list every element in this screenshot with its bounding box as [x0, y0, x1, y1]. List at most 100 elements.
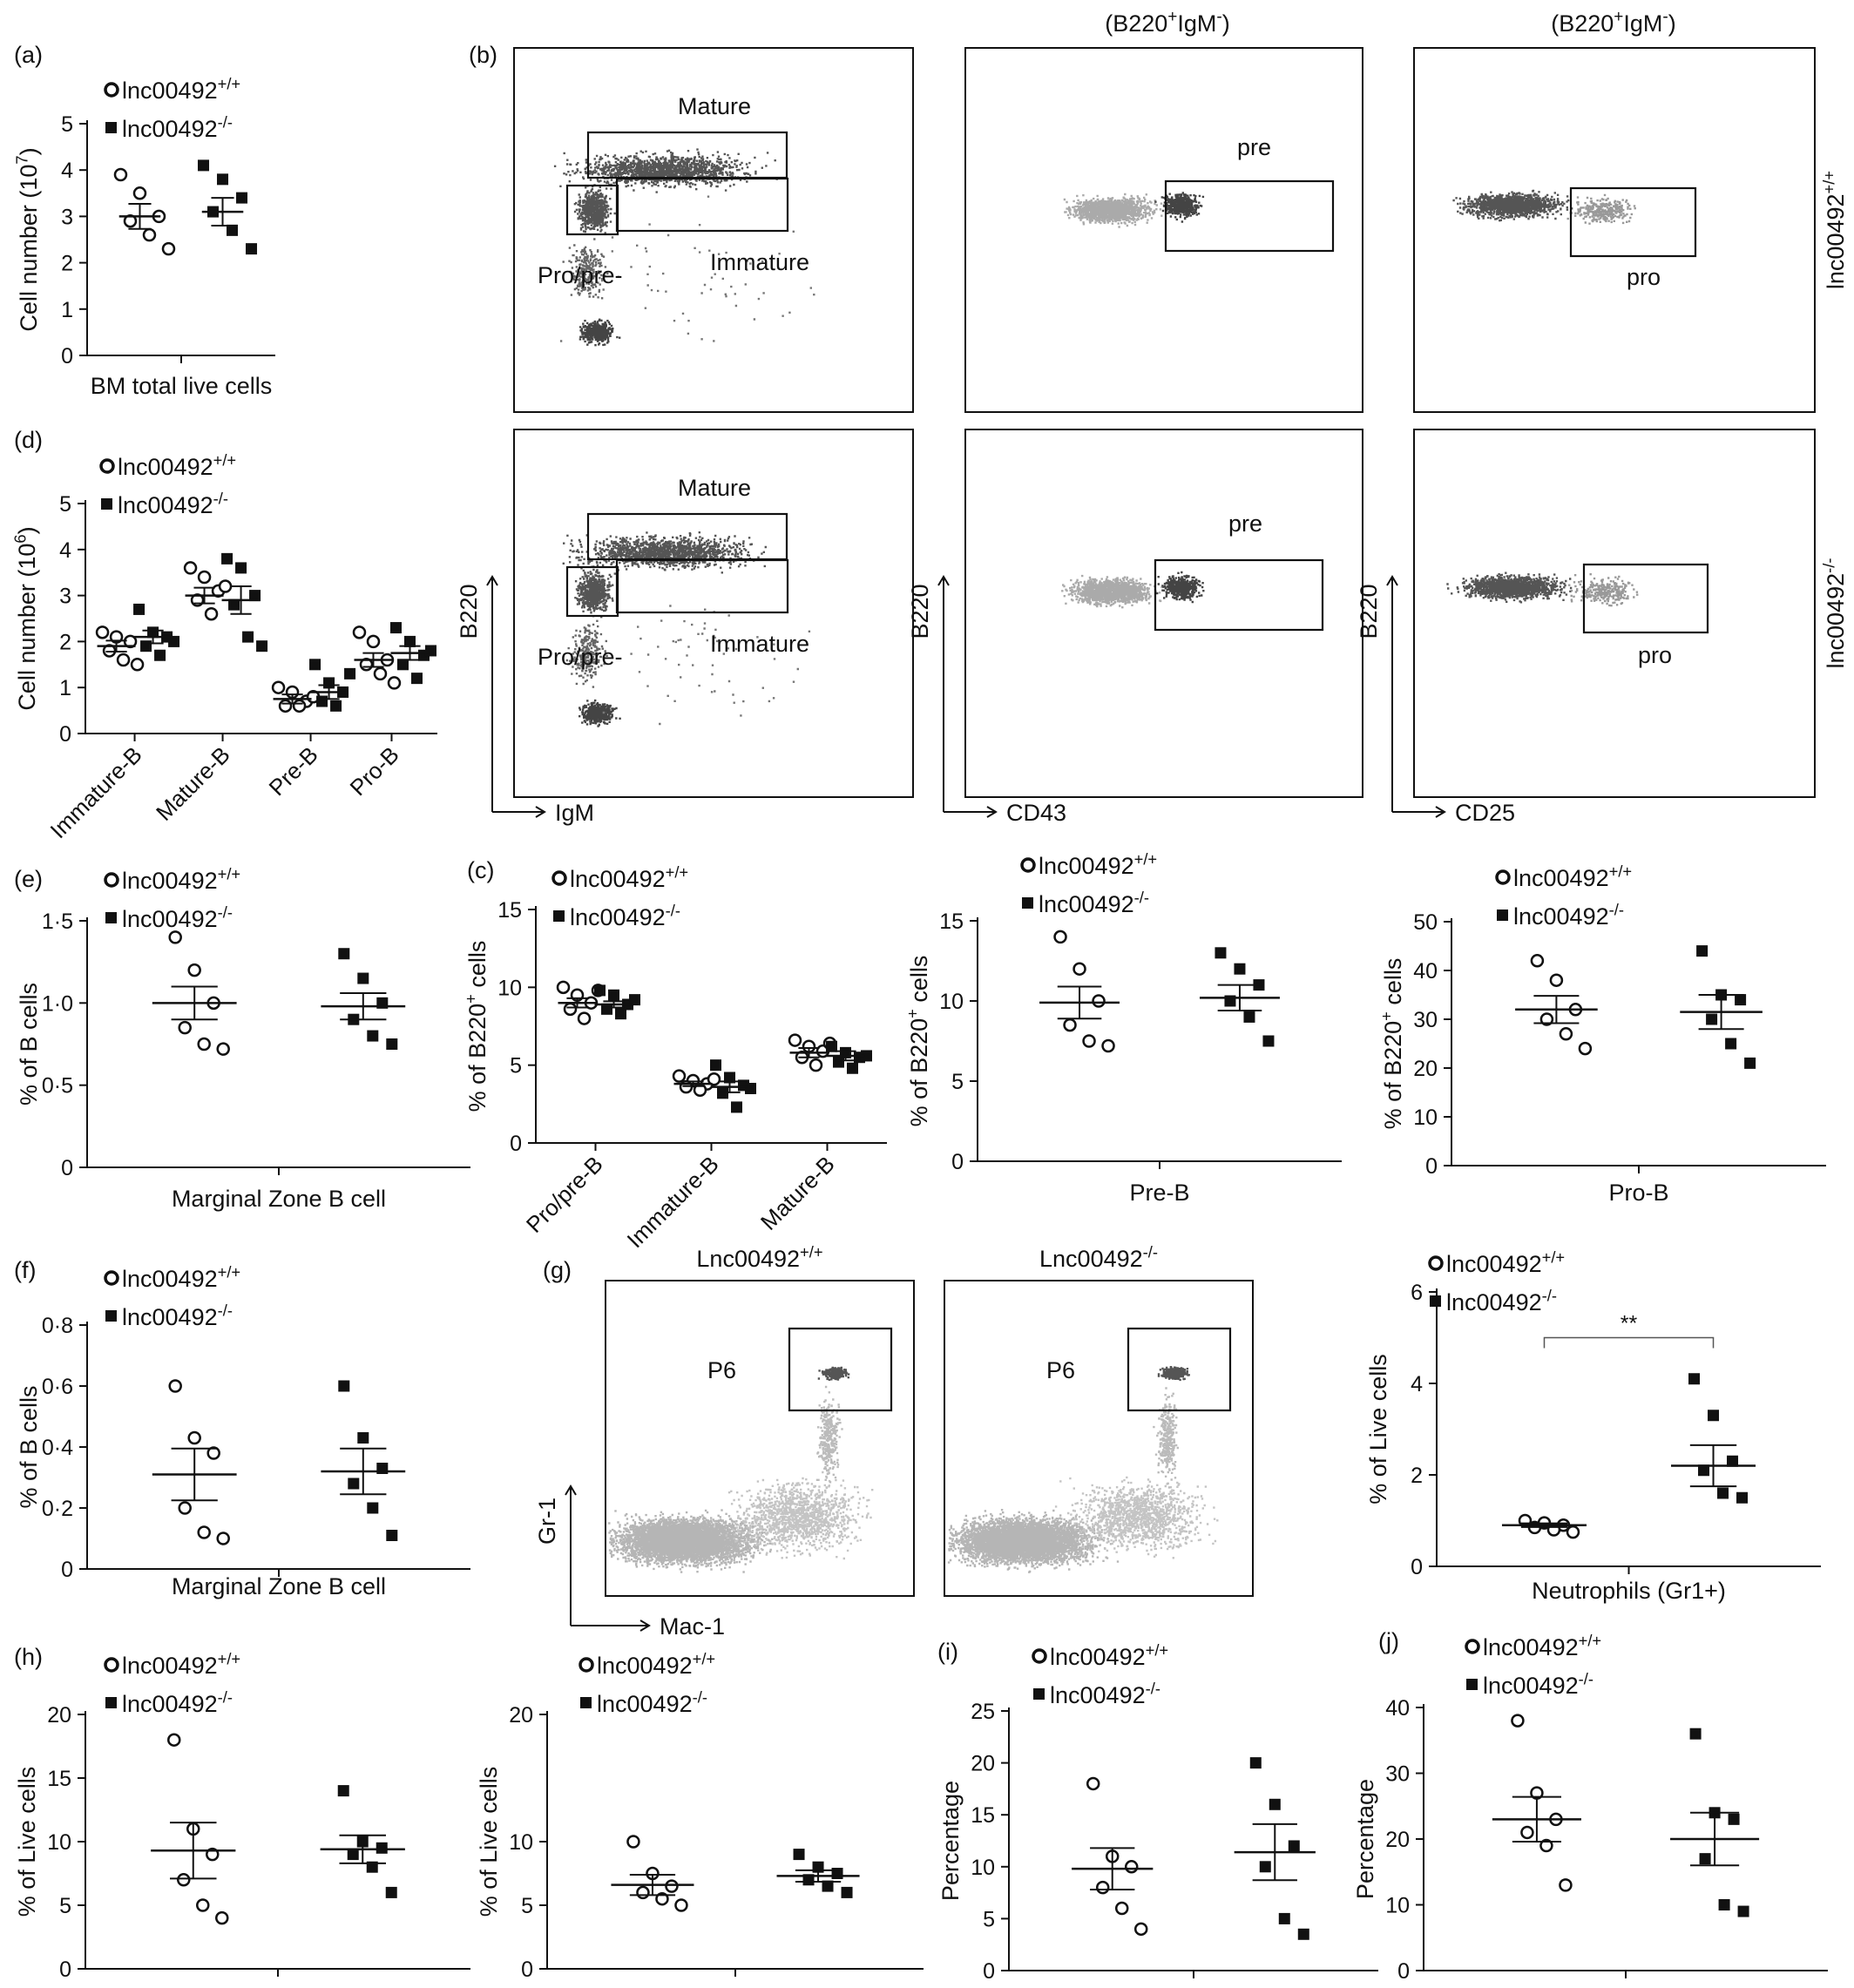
y-tick-label: 20 — [1385, 1828, 1410, 1852]
y-axis-title: % of Live cells — [1365, 1354, 1391, 1505]
data-point-ko — [1737, 1905, 1749, 1917]
legend-ko-label: lnc00492-/- — [570, 902, 680, 930]
y-axis-title-end: cells — [464, 941, 491, 995]
legend-wt-label: lnc00492+/+ — [597, 1650, 715, 1679]
data-point-ko — [1708, 1410, 1720, 1422]
event-cloud — [1452, 189, 1573, 222]
data-point-wt — [204, 606, 219, 621]
legend-ko-marker — [553, 910, 565, 922]
y-axis-title-text: % of B220 — [906, 1018, 932, 1127]
legend-c3: lnc00492+/+lnc00492-/- — [1495, 862, 1632, 930]
data-point-ko — [168, 635, 180, 647]
flow-plot-cd25-b220 — [1413, 429, 1816, 798]
data-point-ko — [1696, 945, 1709, 957]
legend-ko-label-sup: -/- — [218, 903, 233, 922]
data-point-wt — [788, 1033, 802, 1047]
y-tick-label: 0 — [59, 1958, 71, 1982]
event-cloud — [608, 1509, 780, 1573]
flow-plot-mac1-gr1 — [605, 1280, 915, 1597]
legend-ko-marker — [1497, 909, 1508, 921]
event-cloud — [562, 531, 770, 575]
legend-wt-label-sup: +/+ — [218, 75, 241, 93]
y-axis-title: B220 — [456, 584, 482, 639]
flow-plot-title: Lnc00492-/- — [1039, 1243, 1158, 1272]
legend-h1: lnc00492+/+lnc00492-/- — [104, 1650, 240, 1717]
y-tick-label: 0 — [983, 1959, 995, 1984]
data-point-wt — [178, 1020, 192, 1035]
data-point-ko — [256, 640, 268, 653]
gate-label-pro: pro — [1627, 264, 1661, 290]
y-tick-label: 20 — [509, 1703, 533, 1728]
event-cloud — [565, 619, 608, 688]
y-axis-title-text: % of B220 — [464, 1004, 491, 1112]
y-tick-label: 0·5 — [42, 1074, 73, 1099]
event-cloud — [602, 605, 811, 726]
data-point-ko — [133, 603, 145, 615]
data-point-ko — [367, 1030, 379, 1042]
legend-ko-marker — [101, 498, 112, 510]
x-arrowhead — [535, 806, 546, 818]
genotype-row-label-sup: +/+ — [1820, 171, 1838, 194]
x-tick-label: Mature-B — [755, 1151, 840, 1235]
y-tick-label: 5 — [951, 1070, 964, 1094]
legend-ko-label-text: lnc00492 — [1513, 903, 1609, 930]
x-category-label: BM total live cells — [91, 373, 273, 399]
data-point-ko — [1699, 1853, 1711, 1865]
legend-ko-marker — [1033, 1688, 1045, 1700]
legend-j: lnc00492+/+ lnc00492-/- — [1465, 1632, 1601, 1699]
x-arrowhead — [1435, 806, 1446, 818]
x-axis-title: CD25 — [1455, 800, 1515, 826]
y-tick-label: 25 — [971, 1700, 995, 1724]
legend-ko-label-sup: -/- — [1134, 889, 1149, 907]
data-point-wt — [197, 1525, 211, 1539]
legend-ko-label-sup: -/- — [1146, 1680, 1160, 1698]
gate-label-pre: pre — [1228, 511, 1262, 537]
event-cloud — [1061, 574, 1163, 609]
flow-plot-title-text: Lnc00492 — [696, 1246, 800, 1272]
data-point-wt — [178, 1501, 192, 1515]
data-point-wt — [1549, 973, 1564, 987]
legend-wt-label: lnc00492+/+ — [1483, 1632, 1601, 1660]
y-tick-label: 0 — [59, 722, 71, 747]
event-cloud — [573, 185, 616, 234]
legend-ko-marker — [105, 122, 117, 133]
y-tick-label: 40 — [1413, 959, 1438, 984]
flow-plot-mac1-gr1 — [944, 1280, 1254, 1597]
panel-letter: (a) — [14, 42, 43, 68]
data-point-wt — [809, 1058, 823, 1072]
legend-g: lnc00492+/+lnc00492-/- — [1428, 1248, 1565, 1315]
y-axis-title: Gr-1 — [534, 1498, 560, 1545]
data-point-wt — [1095, 1880, 1110, 1895]
flow-plot-cd25-b220 — [1413, 47, 1816, 413]
data-point-ko — [154, 649, 166, 661]
data-point-wt — [216, 1532, 230, 1545]
legend-wt-marker — [104, 82, 119, 98]
event-cloud — [1153, 1387, 1179, 1489]
data-point-wt — [1511, 1714, 1525, 1728]
legend-ko-label: lnc00492-/- — [1483, 1670, 1593, 1699]
y-tick-label: 30 — [1413, 1008, 1438, 1032]
data-point-ko — [357, 1432, 369, 1444]
y-tick-label: 1 — [59, 676, 71, 700]
y-tick-label: 2 — [1411, 1464, 1423, 1488]
data-point-wt — [216, 1042, 230, 1056]
data-point-ko — [385, 1886, 397, 1898]
y-axis-title-sup: 6 — [11, 534, 30, 543]
legend-ko-label-sup: -/- — [1579, 1670, 1593, 1688]
y-tick-label: 40 — [1385, 1696, 1410, 1721]
legend-a: lnc00492+/+lnc00492-/- — [104, 75, 241, 142]
data-point-wt — [1520, 1825, 1534, 1840]
significance-label: ** — [1621, 1312, 1638, 1336]
x-axis-title: IgM — [555, 800, 594, 826]
data-point-wt — [1578, 1041, 1593, 1056]
y-axis-title: % of Live cells — [14, 1767, 40, 1917]
y-axis-title-end: cells — [906, 956, 932, 1010]
x-category-label: Marginal Zone B cell — [172, 1186, 386, 1212]
y-tick-label: 10 — [509, 1830, 533, 1855]
event-cloud — [1446, 571, 1573, 604]
gate-propre — [565, 565, 619, 618]
y-axis-title: Cell number (107) — [13, 147, 42, 331]
gate-label-mature: Mature — [678, 475, 751, 501]
data-point-wt — [1092, 994, 1106, 1008]
